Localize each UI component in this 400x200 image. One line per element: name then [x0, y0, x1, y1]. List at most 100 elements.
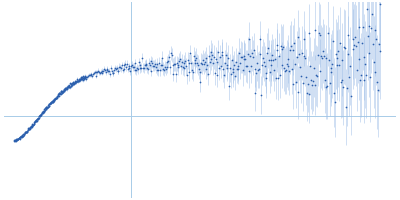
Point — [74, 80, 80, 83]
Point — [301, 37, 308, 40]
Point — [56, 91, 63, 95]
Point — [42, 107, 48, 110]
Point — [322, 79, 328, 82]
Point — [364, 7, 370, 11]
Point — [27, 127, 33, 130]
Point — [308, 79, 314, 82]
Point — [45, 104, 52, 107]
Point — [340, 86, 346, 89]
Point — [77, 78, 83, 81]
Point — [69, 84, 76, 87]
Point — [237, 62, 243, 65]
Point — [78, 76, 85, 79]
Point — [324, 84, 330, 87]
Point — [322, 85, 329, 88]
Point — [371, 28, 378, 31]
Point — [129, 63, 135, 66]
Point — [257, 38, 264, 41]
Point — [227, 66, 233, 70]
Point — [273, 49, 280, 52]
Point — [274, 44, 280, 47]
Point — [115, 70, 122, 73]
Point — [161, 68, 167, 72]
Point — [12, 139, 18, 142]
Point — [80, 76, 87, 79]
Point — [323, 56, 330, 59]
Point — [202, 56, 209, 59]
Point — [120, 68, 126, 72]
Point — [207, 58, 214, 61]
Point — [156, 62, 162, 65]
Point — [344, 52, 351, 56]
Point — [107, 72, 113, 76]
Point — [377, 2, 384, 5]
Point — [31, 122, 37, 126]
Point — [334, 56, 340, 59]
Point — [205, 72, 211, 75]
Point — [91, 71, 97, 75]
Point — [16, 136, 22, 139]
Point — [203, 67, 210, 70]
Point — [353, 44, 359, 47]
Point — [44, 105, 51, 108]
Point — [297, 65, 303, 68]
Point — [275, 76, 282, 79]
Point — [293, 81, 299, 84]
Point — [366, 51, 373, 54]
Point — [72, 80, 79, 83]
Point — [65, 85, 72, 88]
Point — [348, 0, 355, 1]
Point — [359, 42, 365, 45]
Point — [39, 111, 46, 115]
Point — [138, 66, 144, 69]
Point — [197, 71, 204, 74]
Point — [29, 124, 36, 127]
Point — [22, 131, 28, 135]
Point — [16, 136, 22, 140]
Point — [94, 71, 100, 74]
Point — [36, 116, 42, 119]
Point — [102, 70, 109, 74]
Point — [79, 77, 86, 81]
Point — [178, 64, 184, 68]
Point — [54, 96, 60, 99]
Point — [187, 52, 194, 55]
Point — [306, 93, 312, 96]
Point — [325, 31, 331, 34]
Point — [284, 62, 290, 65]
Point — [27, 125, 34, 129]
Point — [59, 91, 66, 94]
Point — [37, 114, 43, 117]
Point — [225, 57, 232, 60]
Point — [224, 64, 230, 67]
Point — [18, 134, 24, 137]
Point — [272, 57, 278, 61]
Point — [28, 125, 34, 128]
Point — [212, 72, 218, 75]
Point — [355, 57, 362, 61]
Point — [50, 99, 56, 103]
Point — [232, 74, 238, 77]
Point — [21, 133, 28, 136]
Point — [35, 117, 41, 120]
Point — [82, 77, 89, 80]
Point — [126, 66, 133, 69]
Point — [240, 68, 246, 72]
Point — [41, 109, 48, 113]
Point — [56, 91, 63, 95]
Point — [74, 79, 80, 82]
Point — [46, 103, 52, 106]
Point — [72, 81, 79, 84]
Point — [364, 35, 371, 38]
Point — [263, 72, 270, 75]
Point — [13, 138, 19, 142]
Point — [47, 101, 54, 105]
Point — [249, 52, 255, 55]
Point — [234, 64, 241, 67]
Point — [238, 55, 244, 59]
Point — [48, 101, 54, 104]
Point — [68, 82, 74, 86]
Point — [108, 69, 115, 72]
Point — [210, 61, 216, 65]
Point — [54, 94, 61, 97]
